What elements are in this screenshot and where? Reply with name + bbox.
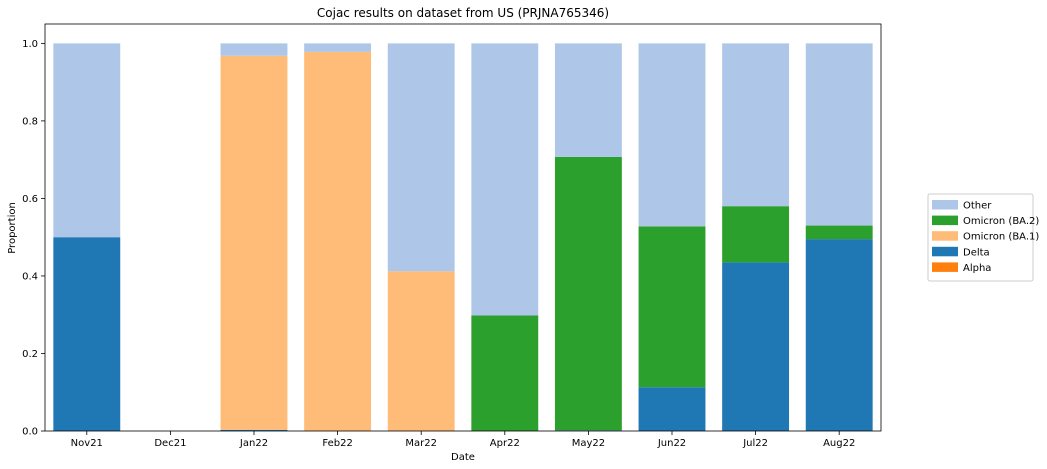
legend-swatch-omicron-ba-1 xyxy=(932,231,958,241)
bar-other-mar22 xyxy=(387,43,455,272)
axes-group: 0.0 0.2 0.4 0.6 0.8 1.0 Nov21 Dec21 Jan22 Feb22 Ma… xyxy=(22,23,882,449)
bar-other-aug22 xyxy=(805,43,873,226)
bars-group xyxy=(53,43,873,432)
legend-label-omicron-ba-2: Omicron (BA.2) xyxy=(963,216,1039,227)
bar-other-feb22 xyxy=(304,43,372,52)
legend-label-alpha: Alpha xyxy=(963,263,991,274)
chart-title: Cojac results on dataset from US (PRJNA7… xyxy=(317,6,609,20)
bar-other-jan22 xyxy=(220,43,288,56)
legend: Other Omicron (BA.2) Omicron (BA.1) Delta Al… xyxy=(927,193,1039,282)
bar-omicron-ba-1-jan22 xyxy=(220,55,288,430)
bar-omicron-ba-2-aug22 xyxy=(805,225,873,240)
bar-omicron-ba-2-apr22 xyxy=(471,315,539,431)
bar-omicron-ba-2-may22 xyxy=(554,156,622,431)
x-tick-label-may22: May22 xyxy=(572,438,605,449)
plot-frame xyxy=(44,23,882,432)
x-tick-label-dec21: Dec21 xyxy=(154,438,186,449)
y-tick-label: 0.6 xyxy=(22,194,38,205)
bar-other-may22 xyxy=(554,43,622,157)
y-tick-label: 0.8 xyxy=(22,116,38,127)
x-tick-label-feb22: Feb22 xyxy=(322,438,352,449)
x-tick-label-jan22: Jan22 xyxy=(239,438,268,449)
x-tick-label-jun22: Jun22 xyxy=(657,438,686,449)
bar-delta-jan22 xyxy=(220,429,288,431)
x-tick-label-nov21: Nov21 xyxy=(71,438,103,449)
x-tick-label-jul22: Jul22 xyxy=(742,438,768,449)
bar-omicron-ba-2-jun22 xyxy=(638,226,706,388)
x-tick-label-aug22: Aug22 xyxy=(823,438,855,449)
x-tick-label-mar22: Mar22 xyxy=(405,438,437,449)
x-tick-label-apr22: Apr22 xyxy=(490,438,520,449)
y-axis-label: Proportion xyxy=(7,202,18,254)
legend-swatch-omicron-ba-2 xyxy=(932,215,958,226)
legend-swatch-alpha xyxy=(932,262,958,272)
legend-label-omicron-ba-1: Omicron (BA.1) xyxy=(963,232,1039,243)
bar-other-apr22 xyxy=(471,43,539,316)
bar-omicron-ba-1-feb22 xyxy=(304,51,372,432)
bar-delta-jun22 xyxy=(638,387,706,431)
bar-omicron-ba-2-jul22 xyxy=(722,206,790,263)
y-tick-label: 1.0 xyxy=(22,39,38,50)
bar-delta-jul22 xyxy=(722,262,790,431)
bar-delta-nov21 xyxy=(53,237,121,431)
x-axis-label: Date xyxy=(451,452,475,463)
y-tick-label: 0.0 xyxy=(22,427,38,438)
bar-omicron-ba-1-mar22 xyxy=(387,271,455,431)
bar-other-nov21 xyxy=(53,43,121,238)
legend-label-other: Other xyxy=(963,201,992,212)
bar-other-jun22 xyxy=(638,43,706,227)
legend-swatch-delta xyxy=(932,246,958,257)
bar-delta-aug22 xyxy=(805,239,873,431)
y-tick-label: 0.2 xyxy=(22,349,38,360)
legend-label-delta: Delta xyxy=(963,247,990,258)
legend-swatch-other xyxy=(932,200,958,210)
y-tick-label: 0.4 xyxy=(22,271,38,282)
bar-other-jul22 xyxy=(722,43,790,207)
